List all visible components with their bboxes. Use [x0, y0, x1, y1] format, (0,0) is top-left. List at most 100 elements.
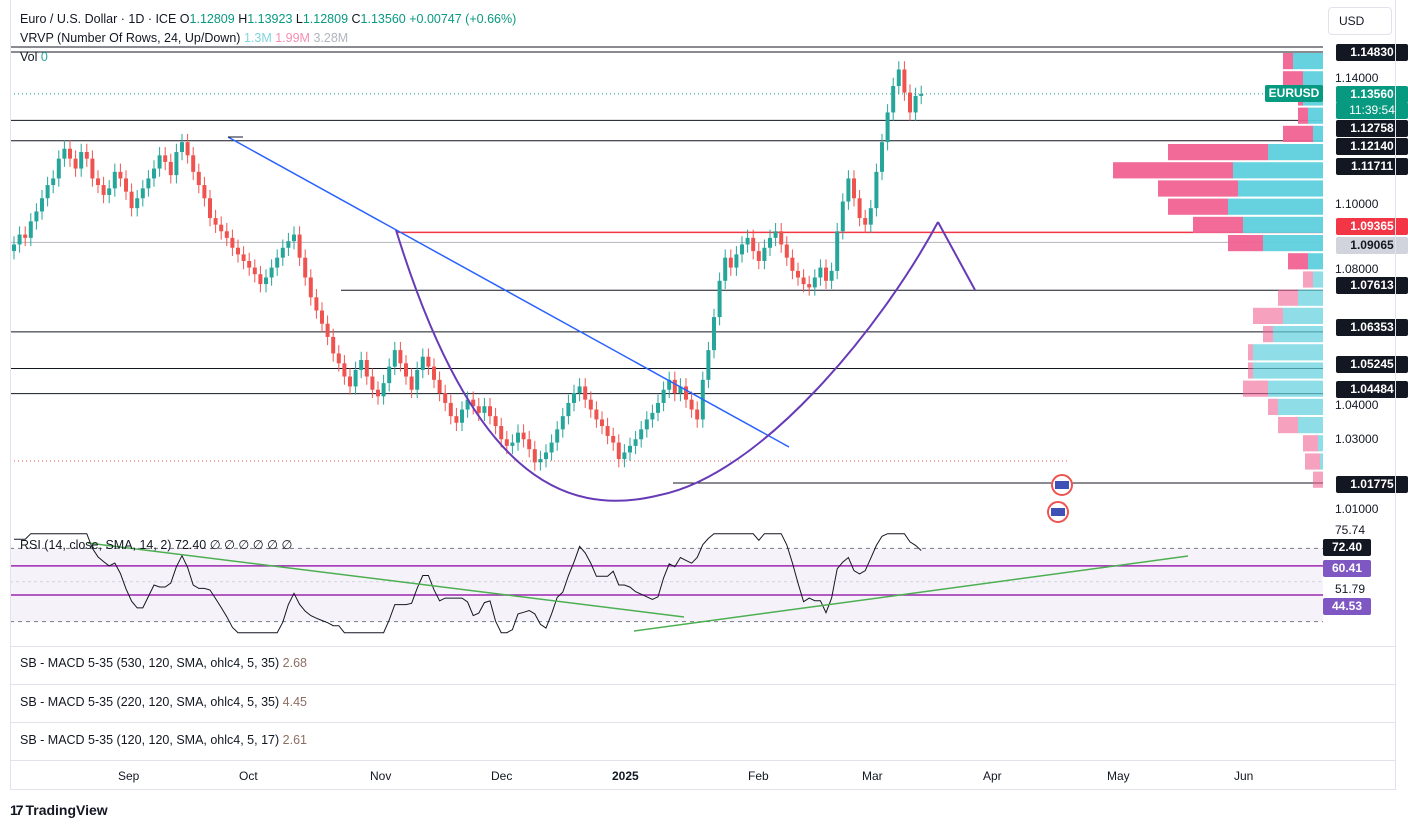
vrvp-legend[interactable]: VRVP (Number Of Rows, 24, Up/Down) 1.3M … — [20, 30, 348, 46]
candle-body — [415, 369, 420, 390]
pane-divider[interactable] — [10, 760, 1396, 761]
macd-value: 4.45 — [282, 695, 307, 709]
candle-body — [594, 409, 599, 420]
candle-body — [796, 270, 800, 278]
candle-body — [129, 191, 134, 209]
candle-body — [745, 237, 750, 245]
price-label: 1.06353 — [1336, 319, 1408, 336]
vrvp-down-bar — [1305, 453, 1320, 470]
candle-body — [191, 155, 196, 172]
candle-body — [280, 247, 285, 258]
candle-body — [644, 419, 649, 430]
candle-body — [762, 247, 767, 261]
tradingview-logo[interactable]: 17 TradingView — [10, 802, 108, 818]
vrvp-down-bar — [1158, 180, 1238, 197]
vrvp-down-bar — [1283, 53, 1293, 70]
symbol-legend[interactable]: Euro / U.S. Dollar · 1D · ICE O1.12809 H… — [20, 11, 516, 27]
macd-legend-2[interactable]: SB - MACD 5-35 (220, 120, SMA, ohlc4, 5,… — [20, 694, 307, 710]
candle-body — [600, 419, 604, 427]
candle-body — [168, 161, 173, 176]
rsi-axis[interactable]: 75.74 72.40 60.41 51.79 44.53 — [1323, 520, 1408, 640]
candle-body — [275, 257, 280, 268]
candle-body — [801, 277, 806, 285]
vrvp-up-bar — [1228, 198, 1323, 215]
vrvp-up-bar — [1313, 271, 1323, 288]
currency-button[interactable]: USD — [1328, 7, 1392, 35]
candle-body — [689, 399, 694, 410]
rsi-extra: ∅ ∅ ∅ ∅ ∅ ∅ — [209, 538, 293, 552]
candle-body — [628, 445, 632, 453]
candle-body — [68, 148, 72, 159]
vrvp-up-bar — [1308, 107, 1323, 124]
price-tick: 1.08000 — [1335, 262, 1379, 276]
time-tick: May — [1107, 769, 1130, 783]
candle-body — [163, 155, 168, 162]
candle-body — [370, 376, 375, 390]
candle-body — [471, 399, 476, 407]
time-tick: Jun — [1234, 769, 1254, 783]
candle-body — [157, 155, 162, 169]
vrvp-down-bar — [1248, 362, 1253, 379]
candle-body — [734, 254, 739, 268]
vrvp-down-bar — [1283, 125, 1313, 142]
time-tick: Sep — [118, 769, 140, 783]
vrvp-up: 1.3M — [243, 31, 272, 45]
macd-value: 2.61 — [282, 733, 307, 747]
vrvp-up-bar — [1268, 380, 1323, 397]
macd-legend-1[interactable]: SB - MACD 5-35 (530, 120, SMA, ohlc4, 5,… — [20, 655, 307, 671]
candle-body — [213, 218, 218, 225]
price-axis[interactable]: 1.14830 1.14000 1.13560 11:39:54 1.12758… — [1323, 40, 1408, 530]
candle-body — [538, 459, 543, 463]
candle-body — [185, 142, 190, 156]
price-label: 1.07613 — [1336, 277, 1408, 294]
candle-body — [521, 432, 526, 440]
macd-legend-3[interactable]: SB - MACD 5-35 (120, 120, SMA, ohlc4, 5,… — [20, 732, 307, 748]
candle-body — [740, 244, 744, 255]
vrvp-down-bar — [1283, 71, 1303, 88]
candle-body — [84, 152, 89, 159]
candle-body — [560, 416, 565, 430]
candle-body — [454, 416, 459, 423]
high-label: H — [238, 12, 248, 26]
candle-body — [286, 241, 291, 248]
candle-body — [717, 280, 722, 318]
candle-body — [616, 442, 621, 460]
pane-divider[interactable] — [10, 646, 1396, 647]
symbol-tag[interactable]: EURUSD — [1265, 85, 1323, 102]
price-label: 1.12758 — [1336, 120, 1408, 137]
handle-line — [937, 221, 976, 291]
candle-body — [420, 356, 425, 370]
rsi-low-label: 44.53 — [1323, 598, 1371, 615]
candle-body — [146, 178, 151, 189]
candle-body — [633, 439, 638, 446]
vol-legend[interactable]: Vol 0 — [20, 49, 48, 65]
candle-body — [208, 198, 212, 219]
time-tick: Mar — [862, 769, 883, 783]
gray-line-label: 1.09065 — [1336, 237, 1408, 254]
candle-body — [465, 399, 470, 410]
price-tick: 1.04000 — [1335, 398, 1379, 412]
candle-body — [544, 452, 548, 460]
vrvp-up-bar — [1298, 417, 1323, 434]
candle-body — [516, 432, 520, 443]
pane-divider[interactable] — [10, 684, 1396, 685]
time-axis[interactable]: Sep Oct Nov Dec 2025 Feb Mar Apr May Jun — [10, 762, 1396, 790]
candle-body — [381, 383, 386, 397]
candle-body — [247, 260, 252, 268]
price-tick: 1.10000 — [1335, 197, 1379, 211]
price-tick: 1.01000 — [1335, 502, 1379, 516]
candle-body — [622, 452, 627, 460]
candle-body — [224, 231, 229, 238]
candle-body — [824, 267, 828, 281]
tv-icon: 17 — [10, 802, 24, 818]
vrvp-up-bar — [1253, 362, 1323, 379]
macd-value: 2.68 — [282, 656, 307, 670]
vrvp-down-bar — [1248, 344, 1253, 361]
pane-divider[interactable] — [10, 722, 1396, 723]
candle-body — [504, 439, 509, 446]
candle-body — [639, 429, 644, 440]
rsi-legend[interactable]: RSI (14, close, SMA, 14, 2) 72.40 ∅ ∅ ∅ … — [20, 537, 292, 553]
low-value: 1.12809 — [302, 12, 349, 26]
candle-body — [320, 310, 324, 324]
